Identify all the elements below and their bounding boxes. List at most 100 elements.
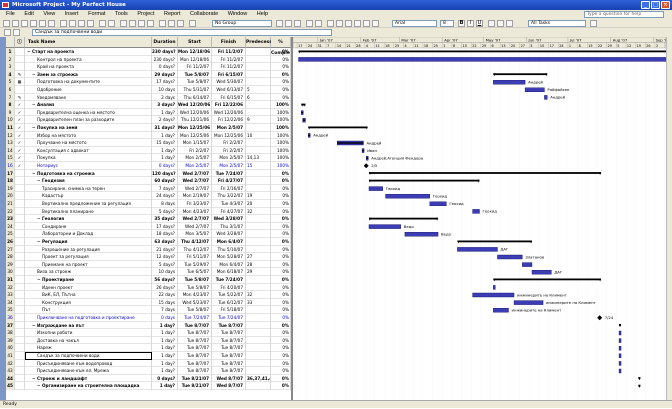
task-percent-complete[interactable]: 0% — [271, 299, 291, 307]
task-predecessors[interactable]: 20 — [246, 200, 271, 208]
row-indicator[interactable]: ✓ — [15, 101, 25, 109]
task-predecessors[interactable] — [246, 124, 271, 132]
task-start[interactable]: Wed 2/7/07 — [178, 223, 212, 231]
task-percent-complete[interactable]: 0% — [271, 329, 291, 337]
task-finish[interactable]: Mon 6/4/07 — [212, 261, 246, 269]
row-indicator[interactable]: ✓ — [15, 154, 25, 162]
task-finish[interactable]: Fri 11/2/07 — [212, 63, 246, 71]
task-start[interactable]: Thu 4/12/07 — [178, 238, 212, 246]
row-id[interactable]: 25 — [6, 230, 15, 238]
menu-edit[interactable]: Edit — [24, 11, 33, 17]
menu-collaborate[interactable]: Collaborate — [190, 11, 218, 17]
task-finish[interactable]: Mon 12/25/06 — [212, 132, 246, 140]
task-predecessors[interactable] — [246, 238, 271, 246]
task-finish[interactable]: Tue 8/7/07 — [212, 322, 246, 330]
help-icon[interactable] — [315, 20, 322, 27]
task-finish[interactable]: Fri 11/2/07 — [212, 56, 246, 64]
task-predecessors[interactable] — [246, 48, 271, 56]
assign-resources-icon[interactable] — [177, 20, 184, 27]
task-duration[interactable]: 5 days? — [152, 208, 178, 216]
row-id[interactable]: 2 — [6, 56, 15, 64]
row-indicator[interactable] — [15, 337, 25, 345]
col-header-start[interactable]: Start — [178, 37, 212, 48]
task-finish[interactable]: Tue 7/24/07 — [212, 314, 246, 322]
task-percent-complete[interactable]: 0% — [271, 360, 291, 368]
row-indicator[interactable] — [15, 360, 25, 368]
task-percent-complete[interactable]: 0% — [271, 268, 291, 276]
row-indicator[interactable] — [15, 253, 25, 261]
row-indicator[interactable] — [15, 382, 25, 390]
font-select[interactable]: Arial — [392, 20, 437, 27]
unlink-tasks-icon[interactable] — [138, 20, 145, 27]
task-predecessors[interactable] — [246, 344, 271, 352]
row-indicator[interactable] — [15, 238, 25, 246]
row-id[interactable]: 24 — [6, 223, 15, 231]
copy-icon[interactable] — [69, 20, 76, 27]
zoom-in-icon[interactable] — [276, 20, 283, 27]
col-header-duration[interactable]: Duration — [152, 37, 178, 48]
task-name[interactable]: Нотариус — [25, 162, 152, 170]
task-start[interactable]: Thu 5/31/07 — [178, 86, 212, 94]
task-duration[interactable]: 230 days? — [152, 48, 178, 56]
task-start[interactable]: Mon 1/15/07 — [178, 139, 212, 147]
task-finish[interactable]: Mon 6/4/07 — [212, 238, 246, 246]
menu-insert[interactable]: Insert — [65, 11, 79, 17]
task-duration[interactable]: 35 days? — [152, 215, 178, 223]
task-finish[interactable]: Wed 3/28/07 — [212, 230, 246, 238]
task-name[interactable]: Проект за регулация — [25, 253, 152, 261]
task-start[interactable]: Mon 3/5/07 — [178, 230, 212, 238]
task-start[interactable]: Mon 12/18/06 — [178, 48, 212, 56]
help-search-input[interactable]: Type a question for help — [584, 11, 664, 18]
task-percent-complete[interactable]: 0% — [271, 78, 291, 86]
task-finish[interactable]: Fri 12/22/06 — [212, 116, 246, 124]
task-predecessors[interactable] — [246, 78, 271, 86]
font-size-select[interactable]: 8 — [440, 20, 454, 27]
col-header-task-name[interactable]: Task Name — [25, 37, 152, 48]
task-finish[interactable]: Tue 8/7/07 — [212, 337, 246, 345]
task-finish[interactable]: Wed 8/7/07 — [212, 375, 246, 383]
task-percent-complete[interactable]: 100% — [271, 154, 291, 162]
task-start[interactable]: Tue 8/21/07 — [178, 382, 212, 390]
task-predecessors[interactable] — [246, 63, 271, 71]
task-duration[interactable]: 2 days? — [152, 116, 178, 124]
task-finish[interactable]: Fri 11/2/07 — [212, 48, 246, 56]
row-id[interactable]: 26 — [6, 238, 15, 246]
row-indicator[interactable] — [15, 329, 25, 337]
task-duration[interactable]: 1 day? — [152, 367, 178, 375]
task-finish[interactable]: Fri 4/27/07 — [212, 208, 246, 216]
row-indicator[interactable] — [15, 223, 25, 231]
task-name[interactable]: Сондиране — [25, 223, 152, 231]
task-predecessors[interactable] — [246, 223, 271, 231]
task-duration[interactable]: 7 days? — [152, 185, 178, 193]
task-name[interactable]: Трасиране, снимка на терен — [25, 185, 152, 193]
task-predecessors[interactable]: 5 — [246, 86, 271, 94]
task-duration[interactable]: 56 days? — [152, 276, 178, 284]
task-start[interactable]: Tue 6/5/07 — [178, 268, 212, 276]
task-duration[interactable]: 0 days? — [152, 162, 178, 170]
task-name[interactable]: − Проектиране — [25, 276, 152, 284]
task-name[interactable]: ВиК, ЕЛ, Пътна — [25, 291, 152, 299]
task-name[interactable]: Нареж — [25, 344, 152, 352]
row-indicator[interactable] — [15, 344, 25, 352]
close-button[interactable]: × — [661, 1, 670, 9]
row-indicator[interactable] — [15, 208, 25, 216]
task-predecessors[interactable]: 10 — [246, 132, 271, 140]
task-percent-complete[interactable]: 0% — [271, 170, 291, 178]
task-finish[interactable]: Thu 3/1/07 — [212, 223, 246, 231]
task-name[interactable]: Подготовка на документите — [25, 78, 152, 86]
task-start[interactable]: Tue 8/7/07 — [178, 322, 212, 330]
task-start[interactable]: Wed 12/20/06 — [178, 109, 212, 117]
task-predecessors[interactable] — [246, 382, 271, 390]
